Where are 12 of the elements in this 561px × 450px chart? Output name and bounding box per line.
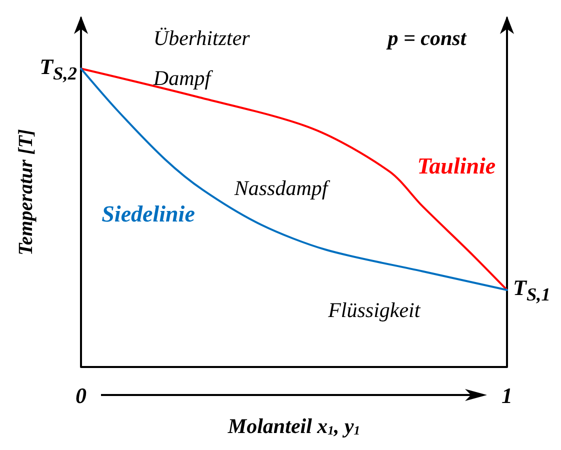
text: p = const <box>388 25 468 52</box>
series-label: Siedelinie <box>102 202 195 227</box>
annotation: Nassdampf <box>234 174 331 202</box>
annotation: Überhitzter Dampf <box>153 25 251 92</box>
y-axis-title: Temperatur [T] <box>15 128 37 256</box>
annotation: T$_{S,1}$ <box>513 274 550 306</box>
x-tick-label: 1 <box>502 383 512 408</box>
annotation: T$_{S,2}$ <box>40 54 77 86</box>
annotation: Flüssigkeit <box>328 296 422 324</box>
x-tick-label: 0 <box>76 383 86 408</box>
x-axis-title: Molanteil x1, y1 <box>226 414 360 438</box>
series-label: Taulinie <box>417 153 496 178</box>
